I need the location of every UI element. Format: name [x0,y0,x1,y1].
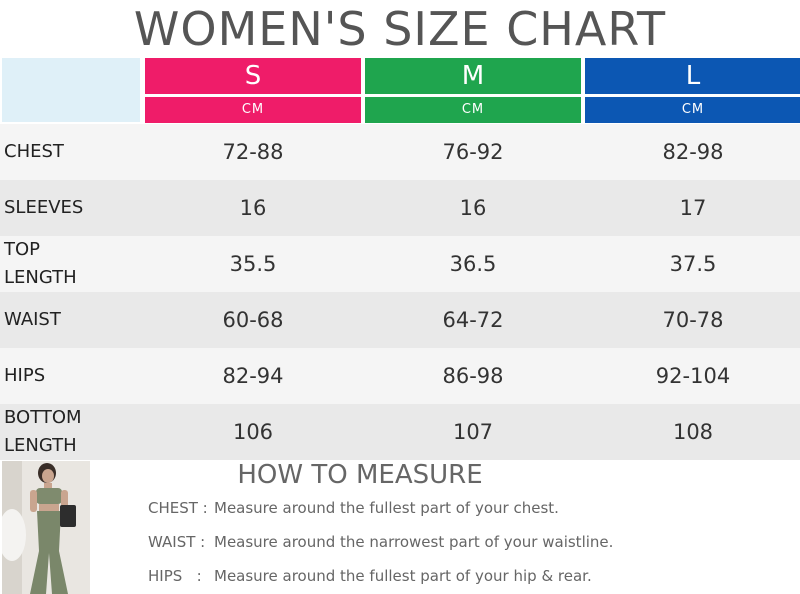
cell-m: 36.5 [449,252,497,276]
cell-m: 107 [452,420,494,444]
table-row-top-length: TOP LENGTH 35.5 36.5 37.5 [0,236,800,292]
unit-header-m: CM [365,97,581,123]
measure-key: CHEST : [148,499,208,517]
measure-key: WAIST : [148,533,206,551]
table-row-waist: WAIST 60-68 64-72 70-78 [0,292,800,348]
cell-l: 70-78 [662,308,724,332]
cell-m: 76-92 [442,140,504,164]
how-to-measure-title: HOW TO MEASURE [237,460,483,490]
cell-s: 35.5 [229,252,277,276]
cell-s: 82-94 [222,364,284,388]
cell-s: 106 [232,420,274,444]
size-header-l: L [585,58,800,94]
cell-m: 86-98 [442,364,504,388]
cell-l: 108 [672,420,714,444]
measure-key: HIPS : [148,567,202,585]
chart-title: WOMEN'S SIZE CHART [133,2,667,56]
size-header-m: M [365,58,581,94]
cell-s: 72-88 [222,140,284,164]
row-label: SLEEVES [4,197,84,218]
cell-l: 82-98 [662,140,724,164]
row-label: WAIST [4,309,61,330]
row-label: BOTTOM LENGTH [4,407,82,456]
row-label: CHEST [4,141,64,162]
row-label: HIPS [4,365,46,386]
model-photo [2,461,90,594]
cell-l: 37.5 [669,252,717,276]
measure-desc: Measure around the fullest part of your … [214,567,592,585]
model-photo-illustration [2,461,90,594]
unit-header-l: CM [585,97,800,123]
measure-item-chest: CHEST : Measure around the fullest part … [148,497,788,519]
header-corner-cell [2,58,140,122]
measure-desc: Measure around the fullest part of your … [214,499,559,517]
table-row-sleeves: SLEEVES 16 16 17 [0,180,800,236]
cell-s: 16 [239,196,267,220]
measure-item-waist: WAIST : Measure around the narrowest par… [148,531,788,553]
cell-m: 16 [459,196,487,220]
table-row-bottom-length: BOTTOM LENGTH 106 107 108 [0,404,800,460]
cell-l: 17 [679,196,707,220]
cell-l: 92-104 [655,364,731,388]
measure-item-hips: HIPS : Measure around the fullest part o… [148,565,788,587]
measure-desc: Measure around the narrowest part of you… [214,533,614,551]
cell-m: 64-72 [442,308,504,332]
cell-s: 60-68 [222,308,284,332]
row-label: TOP LENGTH [4,239,77,288]
table-row-chest: CHEST 72-88 76-92 82-98 [0,124,800,180]
table-row-hips: HIPS 82-94 86-98 92-104 [0,348,800,404]
size-header-s: S [145,58,361,94]
unit-header-s: CM [145,97,361,123]
